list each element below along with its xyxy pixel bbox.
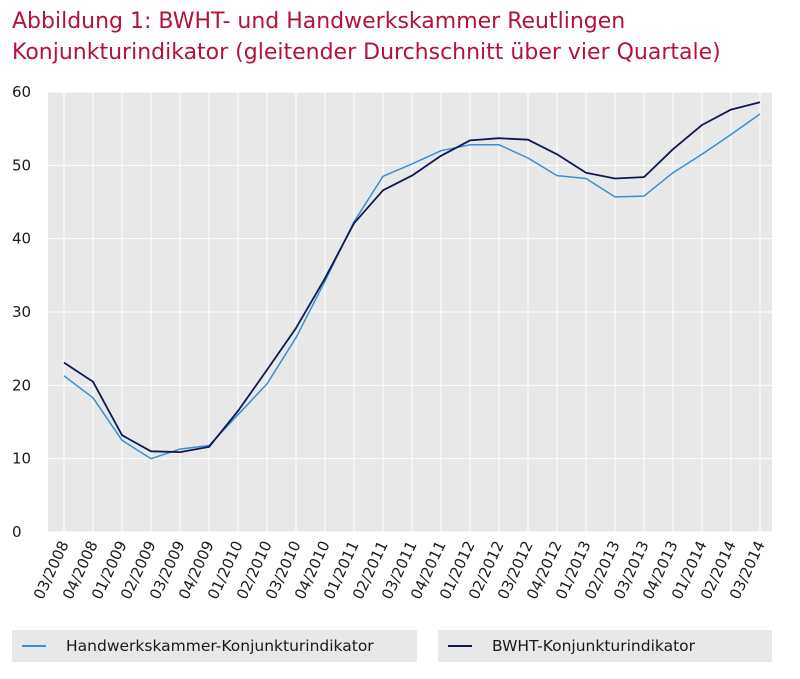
y-axis-ticks: 0 10 20 30 40 50 60 bbox=[12, 83, 31, 541]
legend-item-handwerk: Handwerkskammer-Konjunkturindikator bbox=[12, 630, 417, 662]
legend-item-bwht: BWHT-Konjunkturindikator bbox=[438, 630, 772, 662]
chart-title-line1: Abbildung 1: BWHT- und Handwerkskammer R… bbox=[12, 9, 626, 34]
y-tick-label: 50 bbox=[12, 156, 31, 174]
series-line-handwerk bbox=[63, 113, 761, 460]
y-tick-label: 0 bbox=[12, 523, 22, 541]
series-lines bbox=[63, 101, 761, 460]
y-tick-label: 10 bbox=[12, 450, 31, 468]
y-tick-label: 20 bbox=[12, 376, 31, 394]
chart-title-line2: Konjunkturindikator (gleitender Durchsch… bbox=[12, 40, 721, 65]
legend-swatch-handwerk bbox=[22, 645, 46, 647]
chart-title: Abbildung 1: BWHT- und Handwerkskammer R… bbox=[12, 6, 792, 68]
y-tick-label: 60 bbox=[12, 83, 31, 101]
grid-lines bbox=[48, 91, 772, 533]
x-axis-ticks: 03/200804/200801/200902/200903/200904/20… bbox=[30, 538, 769, 602]
legend-label-handwerk: Handwerkskammer-Konjunkturindikator bbox=[66, 637, 374, 655]
series-line-bwht bbox=[63, 101, 761, 454]
legend-swatch-bwht bbox=[448, 645, 472, 647]
y-tick-label: 40 bbox=[12, 230, 31, 248]
y-tick-label: 30 bbox=[12, 303, 31, 321]
legend-label-bwht: BWHT-Konjunkturindikator bbox=[492, 637, 696, 655]
